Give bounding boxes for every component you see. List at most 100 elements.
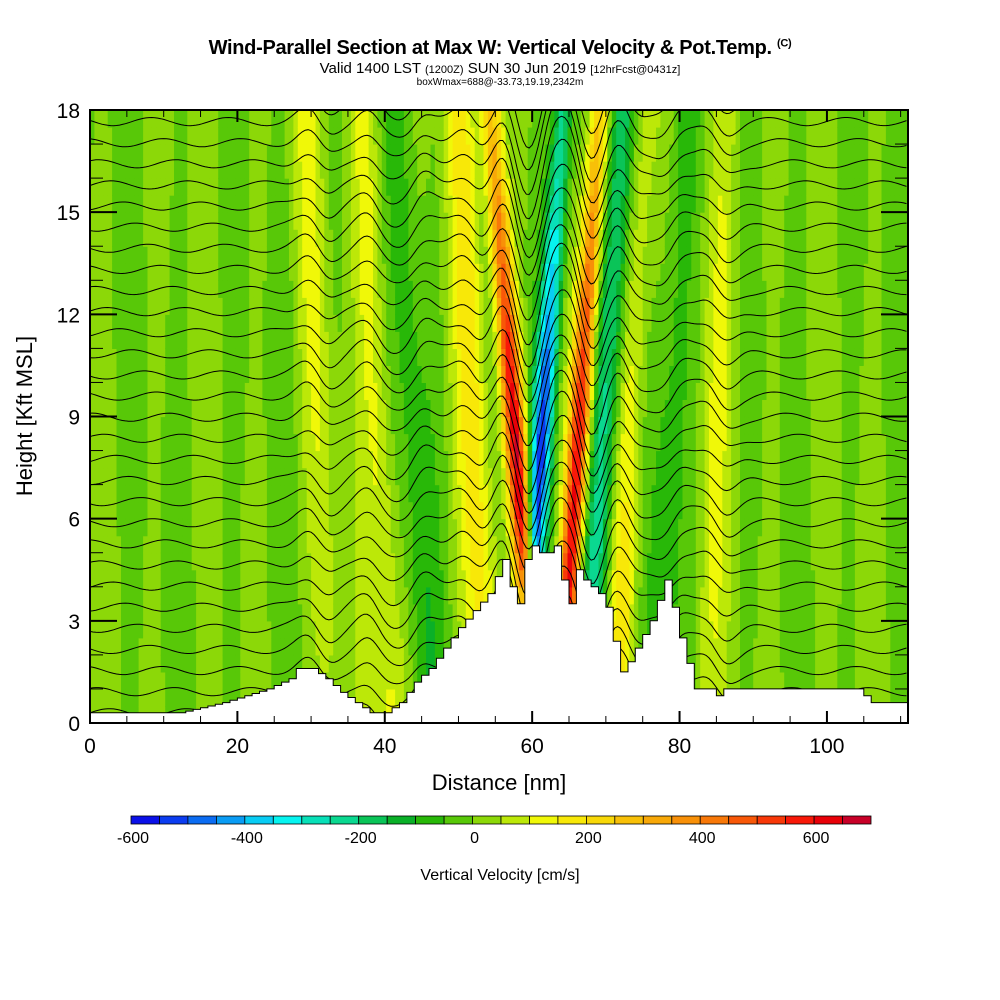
field-cell (218, 365, 224, 383)
field-cell (227, 552, 233, 571)
field-cell (368, 280, 374, 298)
field-cell (169, 501, 175, 520)
field-cell (647, 501, 653, 520)
field-cell (457, 603, 462, 622)
field-cell (452, 416, 458, 435)
field-cell (240, 399, 246, 418)
field-cell (328, 433, 334, 452)
field-cell (355, 314, 361, 332)
field-cell (147, 450, 153, 469)
field-cell (554, 229, 560, 247)
field-cell (625, 501, 630, 520)
field-cell (678, 144, 684, 162)
field-cell (673, 229, 679, 247)
field-cell (452, 263, 458, 281)
field-cell (364, 297, 370, 315)
field-cell (182, 382, 188, 400)
field-cell (620, 399, 626, 418)
field-cell (390, 586, 396, 605)
field-cell (205, 569, 210, 588)
field-cell (381, 365, 387, 383)
field-cell (147, 161, 153, 179)
field-cell (337, 416, 343, 435)
field-cell (395, 518, 401, 537)
field-cell (138, 535, 144, 554)
field-cell (377, 161, 383, 179)
field-cell (293, 518, 299, 537)
field-cell (196, 484, 202, 503)
field-cell (443, 467, 449, 486)
field-cell (545, 433, 551, 452)
field-cell (364, 229, 370, 247)
field-cell (333, 280, 339, 298)
field-cell (426, 297, 431, 315)
field-cell (642, 501, 648, 520)
field-cell (465, 552, 471, 571)
field-cell (209, 331, 215, 349)
field-cell (381, 161, 387, 179)
field-cell (470, 229, 476, 247)
field-cell (695, 144, 701, 162)
field-cell (532, 416, 538, 435)
field-cell (611, 110, 617, 128)
field-cell (244, 450, 250, 469)
field-cell (103, 110, 109, 128)
field-cell (129, 365, 135, 383)
field-cell (209, 586, 215, 605)
field-cell (673, 178, 679, 196)
field-cell (589, 178, 595, 196)
field-cell (280, 535, 286, 554)
field-cell (541, 127, 546, 145)
field-cell (567, 212, 573, 230)
field-cell (439, 297, 445, 315)
field-cell (218, 246, 224, 264)
field-cell (598, 416, 604, 435)
field-cell (94, 399, 100, 418)
field-cell (664, 178, 670, 196)
field-cell (518, 518, 524, 537)
field-cell (527, 280, 533, 298)
field-cell (187, 229, 193, 247)
field-cell (483, 552, 489, 571)
field-cell (306, 654, 312, 673)
field-cell (514, 382, 520, 400)
field-cell (297, 450, 303, 469)
field-cell (656, 535, 661, 554)
field-cell (328, 229, 334, 247)
field-cell (386, 416, 392, 435)
field-cell (461, 161, 467, 179)
field-cell (235, 161, 241, 179)
field-cell (112, 654, 118, 673)
field-cell (275, 535, 281, 554)
field-cell (165, 110, 171, 128)
field-cell (412, 280, 418, 298)
field-cell (249, 348, 255, 366)
field-cell (567, 467, 573, 486)
field-cell (545, 229, 551, 247)
field-cell (616, 365, 622, 383)
field-cell (121, 416, 126, 435)
field-cell (213, 484, 219, 503)
field-cell (669, 552, 675, 571)
field-cell (611, 297, 617, 315)
field-cell (231, 416, 237, 435)
field-cell (271, 484, 277, 503)
field-cell (664, 365, 670, 383)
field-cell (470, 178, 476, 196)
field-cell (364, 552, 370, 571)
field-cell (196, 280, 202, 298)
field-cell (346, 110, 352, 128)
field-cell (417, 144, 423, 162)
field-cell (647, 127, 653, 145)
field-cell (240, 416, 246, 435)
field-cell (112, 603, 118, 622)
field-cell (448, 399, 454, 418)
field-cell (315, 518, 321, 537)
field-cell (213, 127, 219, 145)
field-cell (240, 569, 246, 588)
field-cell (532, 110, 538, 128)
field-cell (143, 382, 149, 400)
field-cell (373, 569, 378, 588)
field-cell (678, 212, 684, 230)
field-cell (147, 365, 153, 383)
